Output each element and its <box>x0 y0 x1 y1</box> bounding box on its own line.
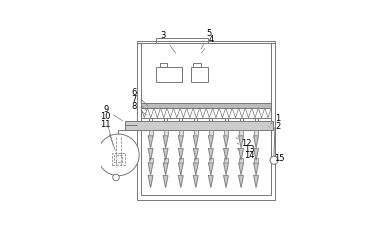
Polygon shape <box>254 136 258 148</box>
Bar <box>112 153 125 165</box>
Polygon shape <box>208 176 213 188</box>
Text: 9: 9 <box>103 105 122 121</box>
Text: 12: 12 <box>236 138 251 148</box>
Bar <box>209 158 213 163</box>
Polygon shape <box>224 176 229 188</box>
Polygon shape <box>148 163 153 175</box>
Text: 11: 11 <box>101 120 115 150</box>
Polygon shape <box>254 163 258 175</box>
Text: 1: 1 <box>270 114 280 124</box>
Bar <box>164 158 168 163</box>
Bar <box>148 158 153 163</box>
Bar <box>114 155 122 162</box>
Text: 8: 8 <box>131 102 147 115</box>
Bar <box>156 67 182 82</box>
Bar <box>148 130 153 136</box>
Text: 10: 10 <box>101 112 113 145</box>
Bar <box>194 130 198 136</box>
Polygon shape <box>239 176 243 188</box>
Polygon shape <box>208 149 213 160</box>
Polygon shape <box>193 163 198 175</box>
Polygon shape <box>163 163 168 175</box>
Bar <box>141 103 271 108</box>
Polygon shape <box>239 149 243 160</box>
Bar <box>141 43 271 195</box>
Text: 5: 5 <box>201 29 211 49</box>
Bar <box>239 158 243 163</box>
Polygon shape <box>193 136 198 148</box>
Text: 2: 2 <box>269 122 280 131</box>
Polygon shape <box>163 176 168 188</box>
Polygon shape <box>148 136 153 148</box>
Text: 3: 3 <box>160 31 175 53</box>
Polygon shape <box>254 149 258 160</box>
Polygon shape <box>178 176 183 188</box>
Text: 6: 6 <box>131 88 148 106</box>
Polygon shape <box>239 136 243 148</box>
Bar <box>191 67 208 82</box>
Circle shape <box>98 134 139 176</box>
Text: 14: 14 <box>237 149 255 160</box>
Polygon shape <box>163 149 168 160</box>
Polygon shape <box>163 136 168 148</box>
Polygon shape <box>148 176 153 188</box>
Bar <box>193 63 201 67</box>
Bar <box>254 158 258 163</box>
Polygon shape <box>254 176 258 188</box>
Bar <box>125 121 273 129</box>
Bar <box>239 130 243 136</box>
Bar <box>164 130 168 136</box>
Polygon shape <box>193 176 198 188</box>
Polygon shape <box>224 163 229 175</box>
Circle shape <box>113 174 119 181</box>
Polygon shape <box>208 163 213 175</box>
Polygon shape <box>178 149 183 160</box>
Bar <box>179 158 183 163</box>
Polygon shape <box>178 163 183 175</box>
Polygon shape <box>148 149 153 160</box>
Circle shape <box>270 156 278 164</box>
Bar <box>160 63 167 67</box>
Bar <box>137 41 275 200</box>
Text: 13: 13 <box>237 143 255 154</box>
Text: 15: 15 <box>274 154 285 163</box>
Bar <box>194 158 198 163</box>
Bar <box>209 130 213 136</box>
Bar <box>141 108 271 118</box>
Bar <box>179 130 183 136</box>
Bar <box>254 130 258 136</box>
Bar <box>224 158 228 163</box>
Polygon shape <box>239 163 243 175</box>
Polygon shape <box>193 149 198 160</box>
Polygon shape <box>224 136 229 148</box>
Text: 7: 7 <box>131 95 147 111</box>
Bar <box>224 130 228 136</box>
Polygon shape <box>224 149 229 160</box>
Polygon shape <box>178 136 183 148</box>
Text: 4: 4 <box>202 35 214 53</box>
Polygon shape <box>208 136 213 148</box>
